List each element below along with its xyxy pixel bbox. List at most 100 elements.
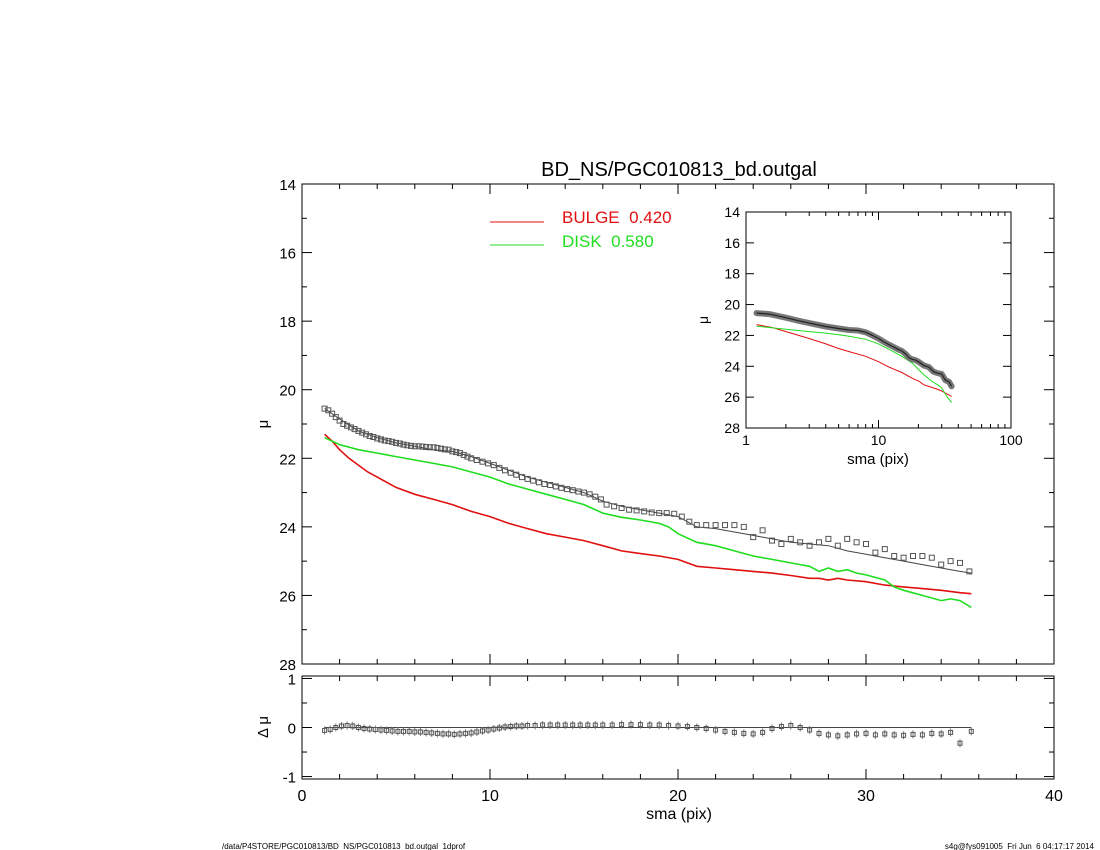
- observed-point: [404, 442, 411, 449]
- residual-point: [741, 730, 747, 736]
- observed-point: [740, 523, 747, 530]
- legend-bulge-label: BULGE 0.420: [562, 208, 672, 227]
- legend-disk-label: DISK 0.580: [562, 232, 654, 251]
- residual-point: [703, 726, 709, 731]
- observed-point: [468, 455, 475, 462]
- observed-point: [464, 453, 471, 460]
- observed-point: [460, 451, 467, 458]
- observed-point: [524, 475, 531, 482]
- residual-point: [882, 731, 888, 737]
- residual-point: [457, 731, 463, 737]
- observed-point: [441, 446, 448, 453]
- observed-point: [558, 484, 565, 491]
- footer-path: /data/P4STORE/PGC010813/BD_NS/PGC010813_…: [222, 842, 466, 850]
- observed-point: [797, 539, 804, 546]
- residual-point: [592, 722, 598, 728]
- observed-point: [378, 436, 384, 443]
- observed-point: [329, 410, 336, 417]
- observed-point: [938, 561, 945, 568]
- residual-x-tick-label: 10: [481, 788, 499, 805]
- residual-point: [675, 723, 681, 729]
- observed-point: [581, 489, 587, 496]
- observed-point: [438, 445, 445, 452]
- residual-point: [666, 723, 672, 728]
- observed-point: [671, 510, 678, 517]
- observed-point: [641, 508, 648, 515]
- inset-x-label: sma (pix): [847, 451, 909, 468]
- observed-point: [712, 522, 719, 529]
- inset-y-label: μ: [695, 316, 711, 324]
- observed-point: [362, 431, 369, 438]
- residual-point: [807, 727, 813, 733]
- main-y-tick-label: 16: [279, 246, 296, 263]
- observed-point: [485, 460, 492, 467]
- residual-point: [731, 729, 737, 735]
- observed-point: [325, 407, 332, 414]
- observed-point: [400, 441, 407, 448]
- residual-point: [778, 724, 784, 729]
- residual-point: [474, 729, 480, 735]
- inset-y-tick-label: 14: [724, 204, 740, 220]
- observed-point: [656, 510, 663, 517]
- residual-point: [389, 728, 395, 734]
- inset-panel: 14 16 18 20 22 24 26 281 10 100 μ sma (pix): [695, 204, 1023, 468]
- inset-disk-line: [756, 325, 952, 403]
- residual-point: [525, 723, 531, 728]
- observed-point: [535, 479, 542, 486]
- residual-point: [647, 722, 653, 728]
- observed-point: [541, 481, 548, 487]
- residual-point: [816, 730, 822, 736]
- residual-point: [372, 727, 378, 732]
- residual-point: [491, 726, 497, 732]
- observed-point: [919, 553, 926, 559]
- residual-point: [496, 725, 502, 731]
- observed-point: [663, 510, 670, 517]
- residual-point: [333, 725, 339, 730]
- observed-point: [564, 486, 571, 493]
- observed-point: [502, 467, 508, 474]
- residual-point: [619, 722, 625, 728]
- observed-point: [569, 487, 576, 494]
- residual-point: [628, 722, 634, 728]
- residual-point: [451, 731, 457, 737]
- observed-point: [449, 448, 456, 455]
- observed-point: [530, 477, 537, 484]
- inset-y-tick-label: 24: [724, 358, 740, 374]
- main-y-tick-label: 28: [279, 657, 296, 674]
- observed-point: [825, 535, 832, 542]
- inset-x-tick-label: 100: [999, 432, 1023, 448]
- residual-point: [502, 724, 508, 730]
- residual-point: [417, 729, 423, 735]
- residual-point: [367, 726, 373, 732]
- observed-point: [900, 554, 907, 561]
- residual-point: [412, 729, 418, 735]
- footer-stamp: s4g@fys091005 Fri Jun 6 04:17:17 2014: [945, 842, 1095, 850]
- residual-point: [825, 732, 831, 738]
- observed-point: [966, 568, 973, 575]
- residual-point: [378, 727, 384, 733]
- observed-point: [351, 426, 358, 433]
- inset-x-tick-label: 10: [871, 432, 887, 448]
- observed-point: [703, 522, 710, 529]
- observed-point: [844, 535, 851, 542]
- observed-point: [490, 462, 497, 469]
- residual-point: [322, 727, 328, 733]
- observed-point: [806, 542, 813, 549]
- observed-point: [513, 471, 520, 478]
- observed-point: [344, 422, 351, 429]
- observed-point: [872, 549, 879, 556]
- main-y-label: μ: [255, 420, 272, 429]
- observed-point: [618, 505, 625, 511]
- residual-point: [760, 729, 766, 735]
- inset-y-tick-label: 22: [724, 327, 740, 343]
- observed-point: [769, 537, 775, 544]
- residual-point: [384, 727, 390, 733]
- inset-y-tick-label: 16: [724, 235, 740, 251]
- residual-point: [446, 731, 452, 737]
- observed-point: [575, 488, 582, 495]
- observed-point: [957, 559, 963, 566]
- residual-point: [468, 730, 474, 736]
- inset-model-line: [756, 312, 953, 387]
- residual-point: [713, 727, 719, 733]
- observed-point: [389, 438, 396, 445]
